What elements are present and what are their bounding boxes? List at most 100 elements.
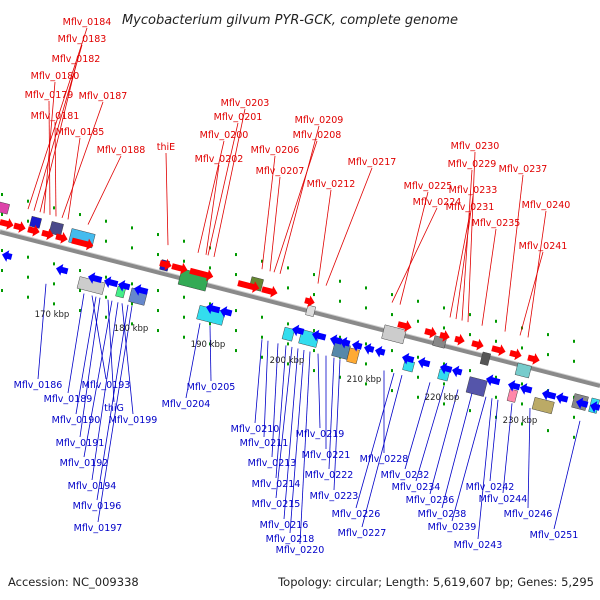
reverse-gene-label: Mflv_0227 xyxy=(338,528,387,539)
reverse-gene-label: Mflv_0211 xyxy=(240,438,289,449)
reverse-gene-label: Mflv_0186 xyxy=(14,380,63,391)
forward-gene-arrow xyxy=(527,353,540,365)
reverse-gene-arrow xyxy=(352,340,363,352)
scale-label: 230 kbp xyxy=(503,416,538,426)
reverse-gene-label: Mflv_0239 xyxy=(428,522,477,533)
forward-gene-label: Mflv_0224 xyxy=(413,197,462,208)
genome-backbone xyxy=(0,229,600,388)
reverse-gene-label: Mflv_0194 xyxy=(68,481,117,492)
forward-gene-label: Mflv_0241 xyxy=(519,241,568,252)
backbone-line xyxy=(0,230,600,388)
forward-gene-arrow xyxy=(71,237,94,251)
leader-line xyxy=(83,300,113,458)
reverse-gene-arrow xyxy=(118,279,131,292)
reverse-gene-label: Mflv_0197 xyxy=(74,523,123,534)
forward-gene-label: thiE xyxy=(157,142,175,153)
leader-line xyxy=(328,357,335,470)
leader-line xyxy=(404,382,431,470)
reverse-gene-arrow xyxy=(440,362,453,375)
gene-arrows xyxy=(0,218,600,413)
accession-text: Accession: NC_009338 xyxy=(8,575,139,589)
forward-gene-label: Mflv_0185 xyxy=(56,127,105,138)
reverse-gene-label: Mflv_0221 xyxy=(302,450,351,461)
leader-line xyxy=(451,396,487,522)
reverse-gene-label: Mflv_0191 xyxy=(56,438,105,449)
forward-gene-label: Mflv_0217 xyxy=(348,157,397,168)
forward-gene-arrow xyxy=(454,333,465,346)
reverse-gene-label: Mflv_0190 xyxy=(52,415,101,426)
leader-line xyxy=(481,228,497,326)
reverse-gene-label: Mflv_0192 xyxy=(60,458,109,469)
reverse-gene-label: Mflv_0220 xyxy=(276,545,325,556)
leader-line xyxy=(429,389,459,495)
reverse-gene-arrow xyxy=(88,272,103,284)
leader-line xyxy=(61,101,104,219)
forward-gene-label: Mflv_0203 xyxy=(221,98,270,109)
forward-gene-label: Mflv_0237 xyxy=(499,164,548,175)
leader-line xyxy=(441,393,473,509)
leader-line xyxy=(263,340,269,438)
leader-line xyxy=(317,353,321,429)
forward-gene-arrow xyxy=(397,320,412,332)
feature-box xyxy=(29,215,42,229)
leader-line xyxy=(553,420,581,530)
forward-gene-label: Mflv_0206 xyxy=(251,145,300,156)
leader-line xyxy=(96,304,129,501)
leader-line xyxy=(449,212,471,318)
reverse-gene-labels: Mflv_0186 Mflv_0193 Mflv_0189 thiGMflv_0190… xyxy=(14,380,579,556)
reverse-gene-label: Mflv_0242 xyxy=(466,482,515,493)
leader-line xyxy=(289,349,305,534)
reverse-gene-label: Mflv_0213 xyxy=(248,458,297,469)
forward-gene-arrow xyxy=(159,258,172,271)
reverse-gene-label: Mflv_0216 xyxy=(260,520,309,531)
forward-gene-arrow xyxy=(41,228,54,241)
leader-line xyxy=(54,121,57,217)
leader-line xyxy=(91,302,119,481)
reverse-gene-arrow xyxy=(576,397,589,410)
leader-line xyxy=(121,303,134,415)
leader-line xyxy=(275,345,287,479)
reverse-gene-arrow xyxy=(508,380,521,392)
forward-gene-label: Mflv_0180 xyxy=(31,71,80,82)
reverse-gene-arrow xyxy=(206,302,221,315)
reverse-gene-label: Mflv_0222 xyxy=(305,470,354,481)
leader-line xyxy=(325,167,373,286)
leader-line xyxy=(502,403,513,494)
forward-gene-arrow xyxy=(261,285,278,298)
feature-box xyxy=(479,351,491,366)
forward-gene-label: Mflv_0184 xyxy=(63,17,112,28)
forward-gene-arrow xyxy=(55,232,68,244)
reverse-gene-label: Mflv_0204 xyxy=(162,399,211,410)
forward-gene-label: Mflv_0229 xyxy=(448,159,497,170)
reverse-gene-arrow xyxy=(312,329,327,342)
forward-gene-arrow xyxy=(509,348,522,361)
reverse-gene-label: Mflv_0251 xyxy=(530,530,579,541)
leader-line xyxy=(197,140,225,253)
leader-line xyxy=(527,407,531,509)
leader-line xyxy=(299,351,311,545)
reverse-gene-label: Mflv_0223 xyxy=(310,491,359,502)
reverse-gene-arrow xyxy=(330,334,343,346)
leader-line xyxy=(477,398,493,540)
forward-gene-arrow xyxy=(491,344,506,357)
forward-gene-arrow xyxy=(237,280,260,293)
forward-gene-label: Mflv_0179 xyxy=(25,90,74,101)
reverse-gene-arrow xyxy=(2,250,13,262)
leader-line xyxy=(519,251,544,336)
leader-line xyxy=(209,325,212,382)
leader-line xyxy=(165,152,169,246)
reverse-gene-label: Mflv_0189 xyxy=(44,394,93,405)
leader-line xyxy=(361,375,403,528)
feature-box xyxy=(381,324,407,345)
forward-gene-arrow xyxy=(304,295,315,308)
leader-line xyxy=(205,164,220,255)
reverse-gene-label: Mflv_0228 xyxy=(360,454,409,465)
feature-box xyxy=(514,362,532,379)
leader-line xyxy=(254,339,263,424)
leader-line xyxy=(79,297,101,438)
scale-label: 210 kbp xyxy=(347,375,382,385)
reverse-gene-label: Mflv_0215 xyxy=(252,499,301,510)
tick-marks xyxy=(1,193,575,439)
leader-line xyxy=(467,151,476,323)
leader-line xyxy=(415,385,445,482)
